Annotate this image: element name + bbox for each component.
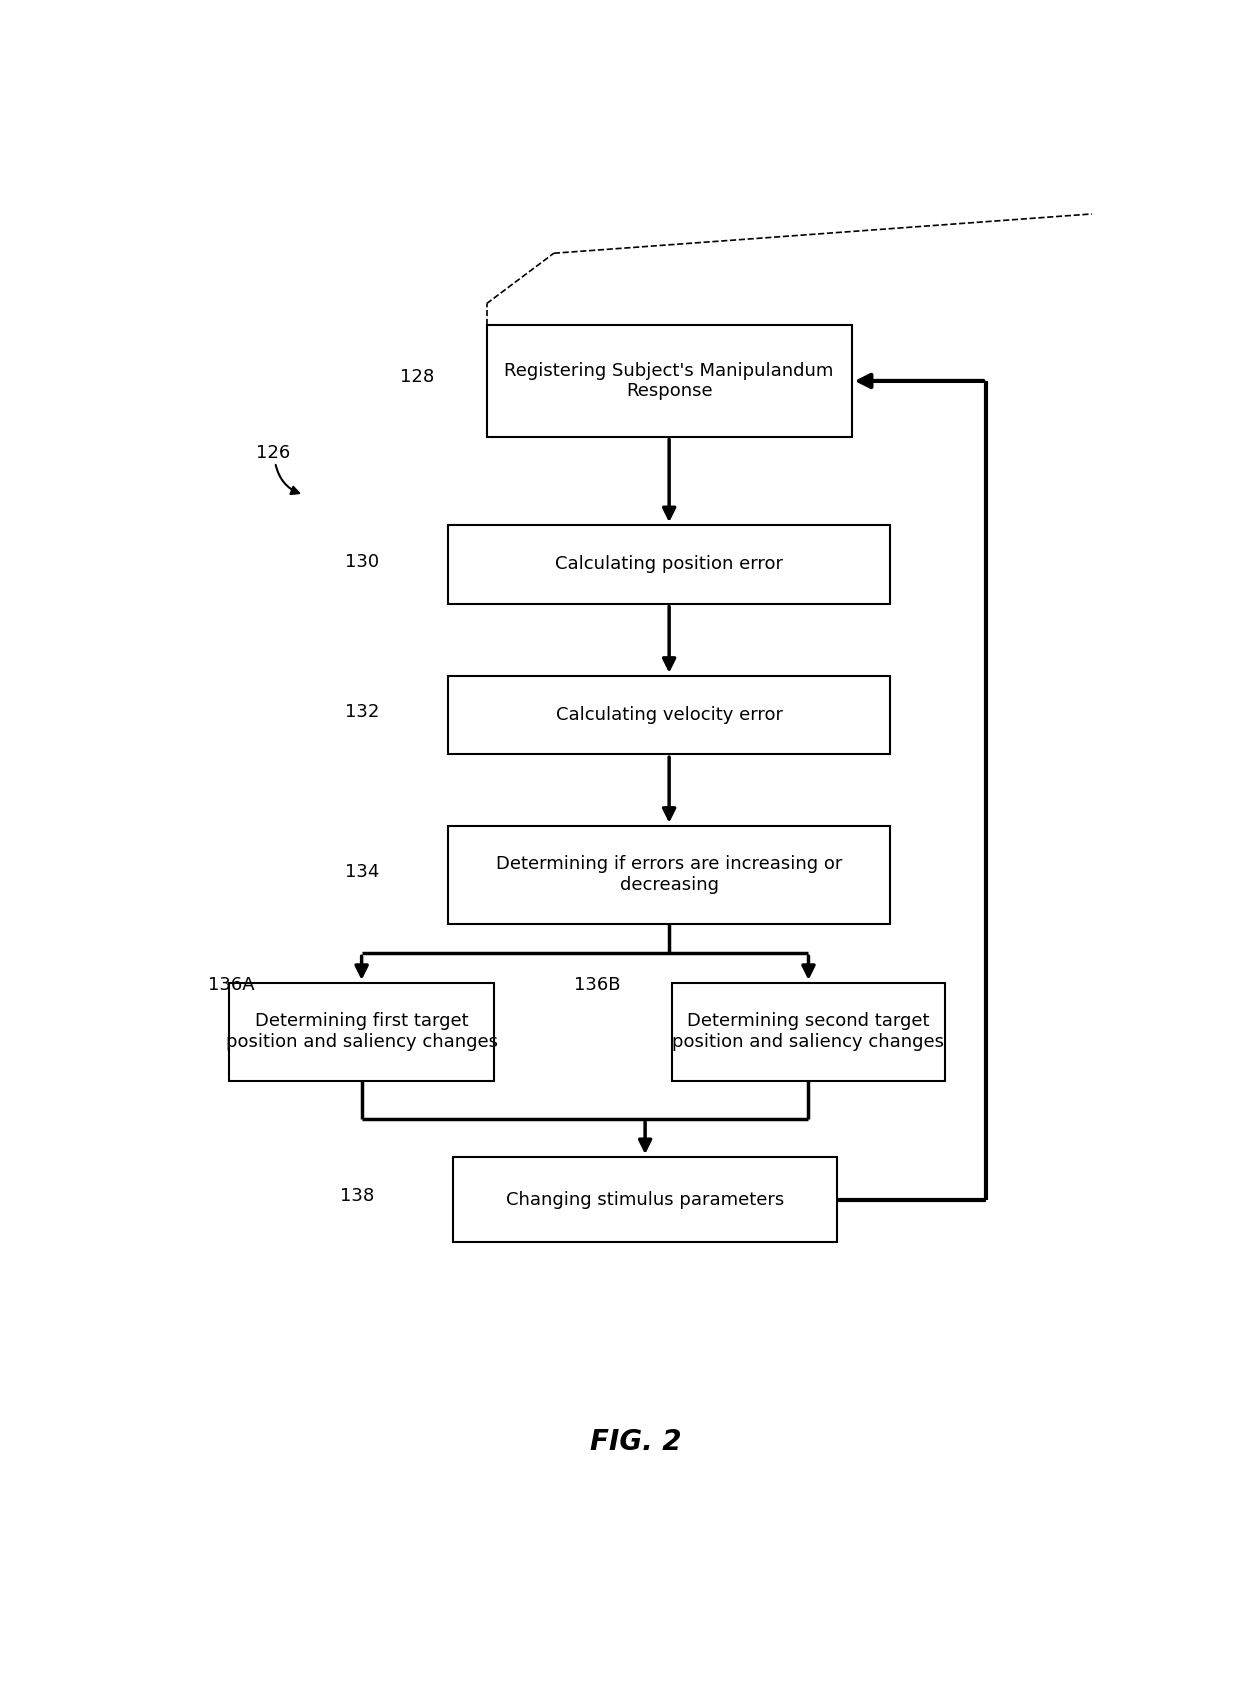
FancyBboxPatch shape bbox=[448, 526, 890, 604]
FancyBboxPatch shape bbox=[672, 983, 945, 1082]
Text: 134: 134 bbox=[345, 862, 379, 881]
Text: Determining first target
position and saliency changes: Determining first target position and sa… bbox=[226, 1012, 497, 1051]
Text: 136B: 136B bbox=[574, 976, 620, 993]
Text: 130: 130 bbox=[345, 553, 379, 572]
Text: 136A: 136A bbox=[208, 976, 254, 993]
Text: 138: 138 bbox=[341, 1187, 374, 1204]
Text: Determining second target
position and saliency changes: Determining second target position and s… bbox=[672, 1012, 945, 1051]
Text: 128: 128 bbox=[401, 367, 434, 386]
FancyBboxPatch shape bbox=[229, 983, 494, 1082]
FancyBboxPatch shape bbox=[453, 1157, 837, 1242]
FancyBboxPatch shape bbox=[448, 675, 890, 754]
Text: FIG. 2: FIG. 2 bbox=[590, 1427, 681, 1456]
FancyBboxPatch shape bbox=[448, 825, 890, 924]
Text: Determining if errors are increasing or
decreasing: Determining if errors are increasing or … bbox=[496, 856, 842, 895]
Text: Calculating velocity error: Calculating velocity error bbox=[556, 706, 782, 725]
Text: 126: 126 bbox=[255, 444, 290, 463]
FancyBboxPatch shape bbox=[486, 325, 852, 437]
Text: Registering Subject's Manipulandum
Response: Registering Subject's Manipulandum Respo… bbox=[505, 362, 833, 400]
Text: 132: 132 bbox=[345, 703, 379, 721]
Text: Changing stimulus parameters: Changing stimulus parameters bbox=[506, 1191, 784, 1208]
Text: Calculating position error: Calculating position error bbox=[556, 555, 784, 573]
